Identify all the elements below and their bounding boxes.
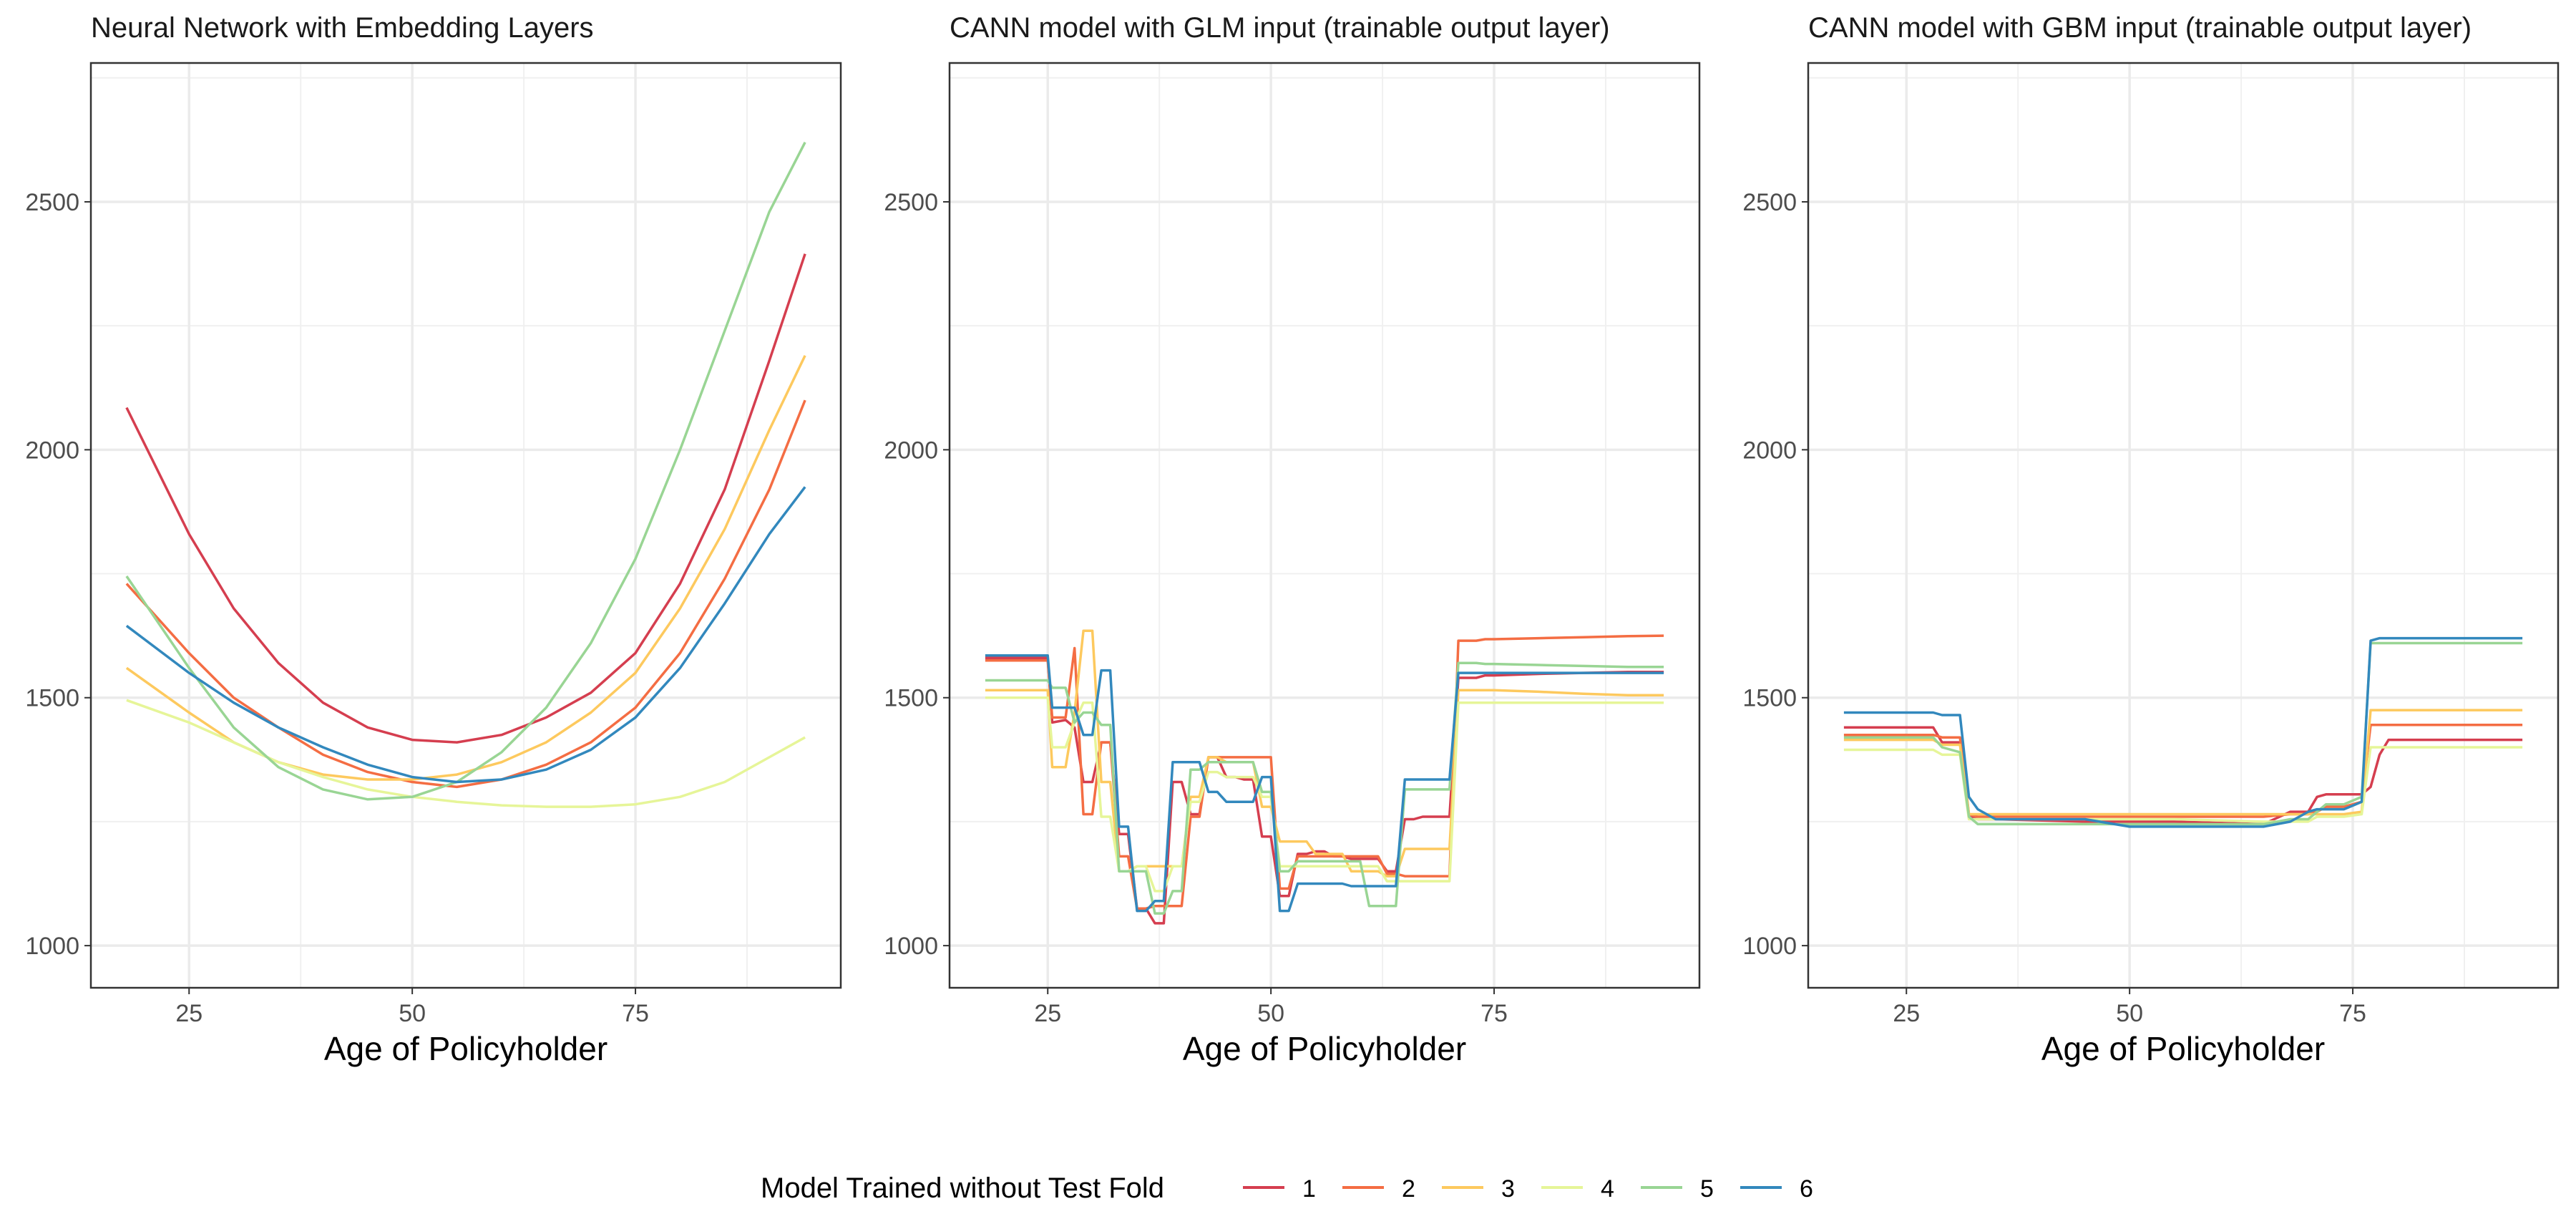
x-tick-label: 75	[622, 1000, 649, 1027]
series-line-1	[125, 253, 806, 744]
y-tick-label: 1000	[884, 933, 938, 960]
x-tick-label: 25	[175, 1000, 203, 1027]
y-tick-label: 1000	[25, 933, 79, 960]
panel-3-xlabel: Age of Policyholder	[2041, 1030, 2325, 1067]
legend-label-4: 4	[1601, 1175, 1614, 1203]
y-tick-label: 1500	[25, 685, 79, 712]
panel-2: CANN model with GLM input (trainable out…	[884, 12, 1701, 1067]
legend-title: Model Trained without Test Fold	[761, 1172, 1164, 1204]
legend-label-6: 6	[1800, 1175, 1813, 1203]
x-tick-label: 25	[1034, 1000, 1061, 1027]
y-tick-label: 1500	[1742, 685, 1797, 712]
legend-label-1: 1	[1302, 1175, 1316, 1203]
y-tick-label: 1000	[1742, 933, 1797, 960]
panel-3-title: CANN model with GBM input (trainable out…	[1808, 12, 2472, 44]
legend-label-2: 2	[1402, 1175, 1415, 1203]
plot-background	[91, 63, 841, 988]
panel-border	[1807, 62, 2560, 989]
plot-background	[1808, 63, 2558, 988]
panel-1: Neural Network with Embedding Layers 100…	[25, 12, 842, 1067]
panel-1-title: Neural Network with Embedding Layers	[91, 12, 594, 44]
series-line-5	[125, 141, 806, 801]
series-line-5	[985, 661, 1664, 915]
plot-background	[950, 63, 1699, 988]
y-tick-label: 2000	[25, 437, 79, 464]
series-line-6	[985, 654, 1664, 913]
x-tick-label: 75	[2339, 1000, 2366, 1027]
panel-2-title: CANN model with GLM input (trainable out…	[950, 12, 1610, 44]
legend-items: 1 2 3 4 5 6	[1243, 1175, 1813, 1203]
x-tick-label: 50	[1257, 1000, 1284, 1027]
y-tick-label: 2500	[884, 189, 938, 216]
x-tick-label: 25	[1893, 1000, 1920, 1027]
panel-border	[948, 62, 1701, 989]
y-tick-label: 2000	[1742, 437, 1797, 464]
series-line-5	[1843, 641, 2523, 826]
panel-border	[89, 62, 842, 989]
y-tick-label: 2500	[1742, 189, 1797, 216]
y-tick-label: 2000	[884, 437, 938, 464]
y-tick-label: 1500	[884, 685, 938, 712]
panel-2-xlabel: Age of Policyholder	[1183, 1030, 1466, 1067]
series-line-6	[1843, 636, 2523, 828]
panel-1-xlabel: Age of Policyholder	[324, 1030, 608, 1067]
x-tick-label: 50	[2116, 1000, 2143, 1027]
legend-label-5: 5	[1700, 1175, 1714, 1203]
legend-label-3: 3	[1501, 1175, 1515, 1203]
series-line-6	[125, 486, 806, 784]
series-line-1	[985, 656, 1664, 925]
x-tick-label: 75	[1480, 1000, 1508, 1027]
panel-3: CANN model with GBM input (trainable out…	[1742, 12, 2560, 1067]
y-tick-label: 2500	[25, 189, 79, 216]
legend: Model Trained without Test Fold 1 2 3 4 5 6	[761, 1172, 1813, 1204]
series-line-2	[985, 634, 1664, 910]
x-tick-label: 50	[399, 1000, 426, 1027]
series-line-4	[126, 699, 806, 808]
series-line-2	[125, 399, 806, 789]
